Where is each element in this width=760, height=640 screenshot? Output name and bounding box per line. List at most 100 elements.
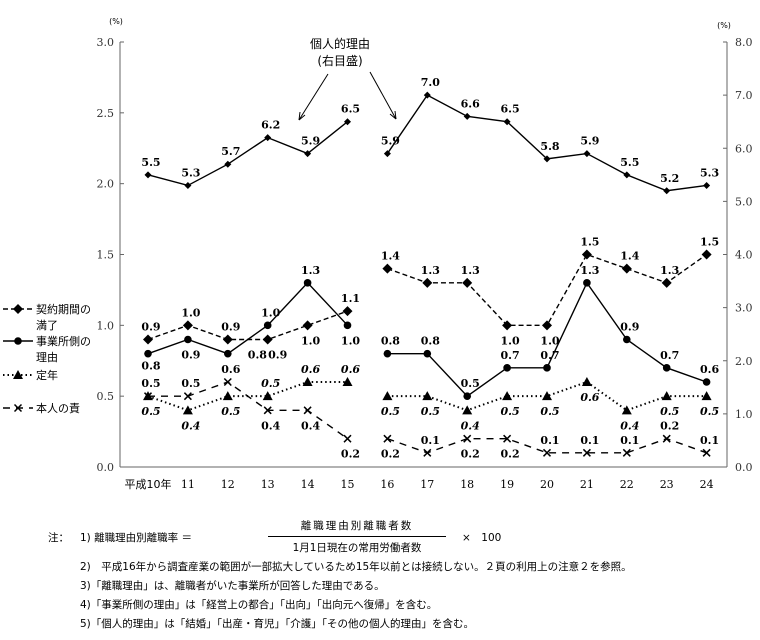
contract-expiry-data-label: 0.9 (268, 349, 287, 362)
own-responsibility-data-label: 0.1 (580, 434, 599, 447)
left-tick-label: 0.0 (97, 461, 115, 474)
business-reasons-data-label: 1.0 (341, 334, 360, 347)
contract-expiry-data-label: 1.0 (501, 334, 520, 347)
own-responsibility-marker (143, 392, 153, 401)
arrowhead-icon (298, 111, 306, 121)
personal-reasons-data-label: 5.7 (221, 145, 240, 158)
right-tick-label: 6.0 (735, 142, 753, 155)
contract-expiry-marker (302, 320, 313, 331)
x-tick-label: 24 (700, 478, 714, 491)
personal-reasons-data-label: 5.9 (381, 135, 400, 148)
legend-marker (14, 337, 22, 345)
personal-reasons-data-label: 6.6 (461, 97, 480, 110)
personal-reasons-data-label: 5.3 (700, 166, 719, 179)
left-tick-label: 2.5 (97, 107, 115, 120)
own-responsibility-marker (503, 434, 512, 443)
retirement-marker (342, 377, 353, 386)
x-tick-label: 13 (261, 478, 275, 491)
personal-reasons-marker (503, 118, 511, 126)
own-responsibility-data-label: 0.2 (381, 448, 400, 461)
right-tick-label: 4.0 (735, 249, 753, 262)
own-responsibility-data-label: 0.1 (620, 434, 639, 447)
personal-reasons-marker (304, 150, 312, 158)
personal-reasons-marker (184, 181, 192, 189)
contract-expiry-marker (661, 277, 672, 288)
legend-marker (13, 304, 23, 314)
personal-reasons-marker (383, 150, 391, 158)
right-tick-label: 0.0 (735, 461, 753, 474)
notes-label: 注： (48, 532, 69, 544)
business-reasons-data-label: 0.7 (540, 349, 559, 362)
x-tick-label: 15 (341, 478, 355, 491)
annotation-arrow (369, 71, 397, 120)
retirement-data-label: 0.4 (461, 419, 480, 432)
left-tick-label: 1.0 (97, 319, 115, 332)
contract-expiry-data-label: 1.0 (181, 306, 200, 319)
own-responsibility-data-label: 0.5 (181, 377, 200, 390)
left-tick-label: 1.5 (97, 249, 115, 262)
x-tick-label: 平成10年 (125, 477, 172, 491)
retirement-line (387, 380, 707, 412)
business-reasons-marker (463, 392, 472, 400)
x-tick-label: 22 (620, 478, 634, 491)
own-responsibility-data-label: 0.2 (660, 420, 679, 433)
business-reasons-data-label: 1.0 (261, 306, 280, 319)
annotation-subtitle: (右目盛) (317, 53, 362, 68)
contract-expiry-data-label: 1.3 (461, 264, 480, 277)
contract-expiry-data-label: 1.3 (660, 264, 679, 277)
own-responsibility-marker (582, 448, 591, 457)
retirement-marker (262, 391, 273, 401)
left-tick-label: 3.0 (97, 36, 115, 49)
personal-reasons-data-label: 5.9 (301, 135, 320, 148)
personal-reasons-line (147, 121, 348, 187)
business-reasons-marker (383, 349, 392, 358)
formula-denominator: 1月1日現在の常用労働者数 (292, 542, 422, 554)
retirement-data-label: 0.4 (620, 419, 639, 432)
annotation-title: 個人的理由 (310, 36, 370, 51)
own-responsibility-marker (702, 448, 711, 457)
personal-reasons-data-label: 5.5 (141, 156, 160, 169)
x-tick-label: 18 (460, 478, 474, 491)
own-responsibility-data-label: 0.5 (141, 377, 160, 390)
left-tick-label: 0.5 (97, 390, 115, 403)
retirement-data-label: 0.5 (381, 405, 400, 418)
own-responsibility-data-label: 0.2 (461, 448, 480, 461)
contract-expiry-data-label: 1.5 (700, 236, 719, 249)
personal-reasons-marker (224, 160, 232, 168)
right-tick-label: 2.0 (735, 355, 753, 368)
right-tick-label: 7.0 (735, 89, 753, 102)
contract-expiry-marker (342, 306, 353, 317)
business-reasons-data-label: 0.6 (700, 363, 719, 376)
retirement-marker (182, 405, 193, 415)
own-responsibility-marker (343, 434, 352, 443)
business-reasons-data-label: 0.8 (421, 335, 440, 348)
retirement-data-label: 0.5 (660, 405, 679, 418)
business-reasons-data-label: 0.7 (501, 349, 520, 362)
own-responsibility-marker (383, 434, 392, 443)
contract-expiry-data-label: 1.4 (620, 250, 639, 263)
retirement-data-label: 0.5 (141, 405, 160, 418)
retirement-marker (542, 391, 552, 401)
x-tick-label: 21 (580, 478, 594, 491)
retirement-marker (701, 391, 712, 401)
own-responsibility-marker (662, 434, 671, 443)
arrowhead-icon (389, 110, 397, 120)
own-responsibility-marker (542, 448, 552, 457)
own-responsibility-data-label: 0.4 (261, 419, 280, 432)
business-reasons-marker (702, 378, 711, 386)
own-responsibility-marker (183, 392, 192, 401)
personal-reasons-data-label: 5.5 (620, 156, 639, 169)
business-reasons-marker (303, 279, 312, 287)
business-reasons-marker (423, 349, 432, 358)
retirement-data-label: 0.5 (501, 405, 520, 418)
line-chart: (%) (%) 0.0 0.5 1.0 1.5 2.0 2.5 3.0 0.0 1.0 2.0 3.0 4… (3, 17, 753, 491)
personal-reasons-marker (663, 187, 671, 195)
contract-expiry-data-label: 1.0 (301, 334, 320, 347)
own-responsibility-data-label: 0.1 (700, 434, 719, 447)
own-responsibility-data-label: 0.4 (301, 419, 320, 432)
contract-expiry-marker (621, 263, 632, 274)
legend-marker (13, 403, 23, 413)
contract-expiry-marker (382, 263, 393, 274)
business-reasons-data-label: 0.9 (620, 321, 639, 334)
retirement-marker (502, 391, 513, 401)
